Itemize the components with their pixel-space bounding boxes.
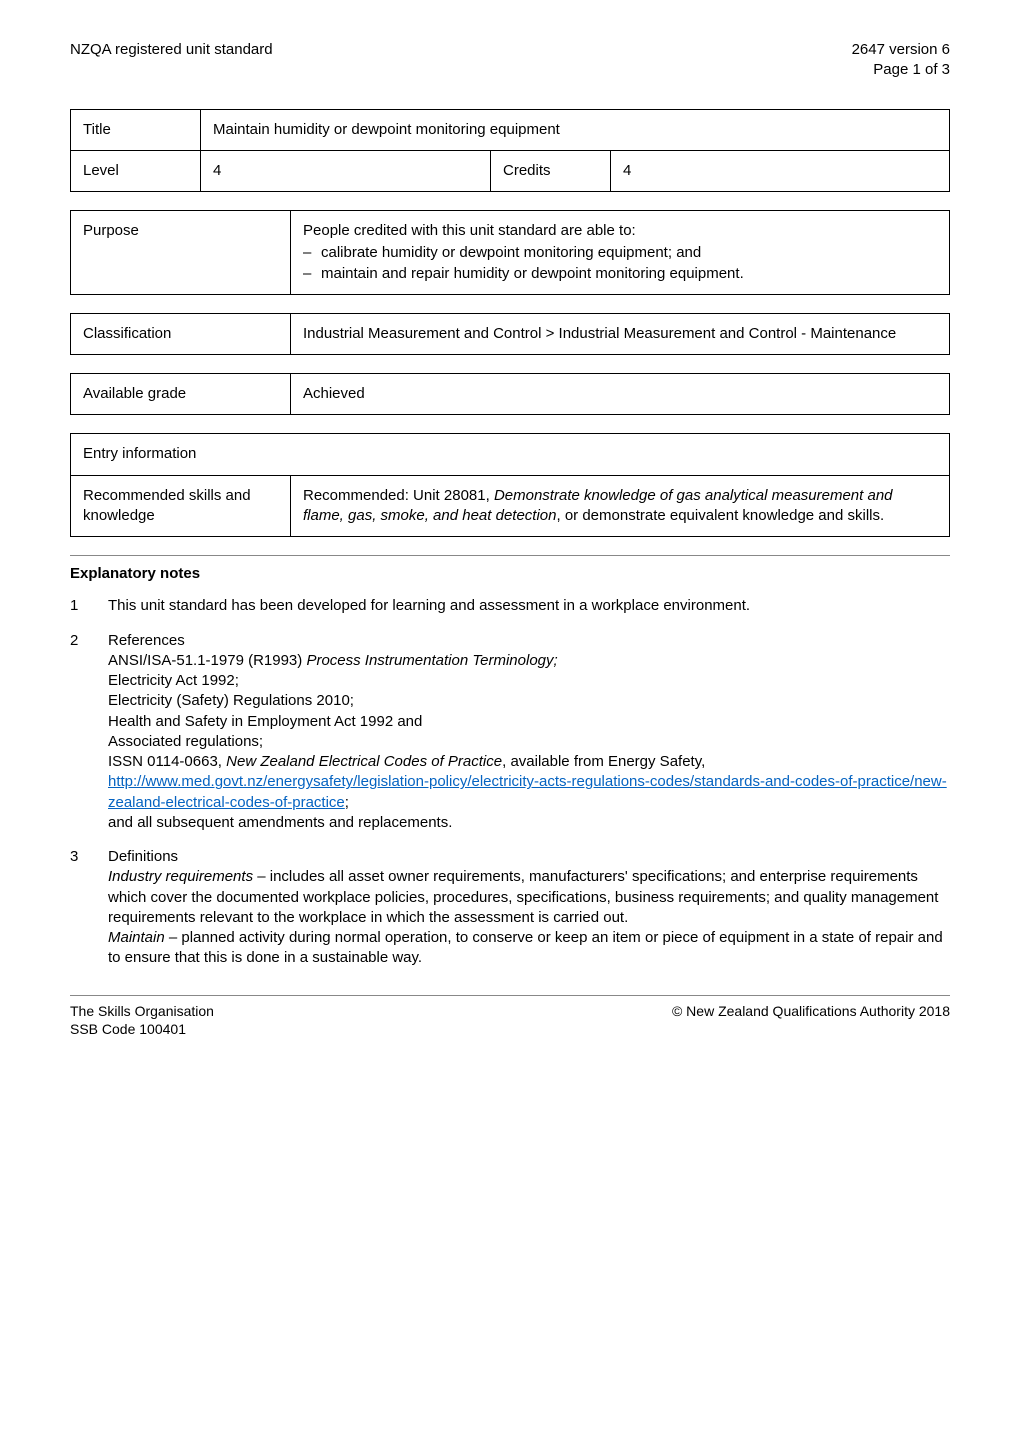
link-suffix: ; xyxy=(345,794,349,811)
note-2: References ANSI/ISA-51.1-1979 (R1993) Pr… xyxy=(70,631,950,834)
issn-post: , available from Energy Safety, xyxy=(502,753,705,770)
explanatory-heading: Explanatory notes xyxy=(70,564,950,584)
ref-line: ANSI/ISA-51.1-1979 (R1993) Process Instr… xyxy=(108,651,950,671)
note-2-title: References xyxy=(108,631,950,651)
recommended-label: Recommended skills and knowledge xyxy=(71,475,291,537)
explanatory-notes-list: This unit standard has been developed fo… xyxy=(70,596,950,968)
page-footer: The Skills Organisation SSB Code 100401 … xyxy=(70,995,950,1040)
ref-line: Associated regulations; xyxy=(108,732,950,752)
ref-tail: and all subsequent amendments and replac… xyxy=(108,813,950,833)
ref-line: Electricity (Safety) Regulations 2010; xyxy=(108,691,950,711)
title-table: Title Maintain humidity or dewpoint moni… xyxy=(70,109,950,193)
divider xyxy=(70,555,950,556)
note-3-title: Definitions xyxy=(108,847,950,867)
note-1-text: This unit standard has been developed fo… xyxy=(108,597,750,614)
issn-pre: ISSN 0114-0663, xyxy=(108,753,226,770)
credits-label: Credits xyxy=(491,150,611,191)
issn-italic: New Zealand Electrical Codes of Practice xyxy=(226,753,502,770)
definition: Maintain – planned activity during norma… xyxy=(108,928,950,969)
rec-post: , or demonstrate equivalent knowledge an… xyxy=(556,507,884,524)
footer-org: The Skills Organisation xyxy=(70,1002,214,1021)
ref-line: Health and Safety in Employment Act 1992… xyxy=(108,712,950,732)
ref-italic: Process Instrumentation Terminology; xyxy=(306,652,557,669)
classification-label: Classification xyxy=(71,313,291,354)
classification-table: Classification Industrial Measurement an… xyxy=(70,313,950,355)
note-3-body: Industry requirements – includes all ass… xyxy=(108,867,950,968)
note-1: This unit standard has been developed fo… xyxy=(70,596,950,616)
purpose-bullet: maintain and repair humidity or dewpoint… xyxy=(303,264,937,284)
def-term: Industry requirements xyxy=(108,868,253,885)
recommended-value: Recommended: Unit 28081, Demonstrate kno… xyxy=(291,475,950,537)
available-grade-label: Available grade xyxy=(71,374,291,415)
def-term: Maintain xyxy=(108,929,165,946)
credits-value: 4 xyxy=(611,150,950,191)
entry-info-header: Entry information xyxy=(71,434,950,475)
title-label: Title xyxy=(71,109,201,150)
purpose-value: People credited with this unit standard … xyxy=(291,211,950,295)
footer-left: The Skills Organisation SSB Code 100401 xyxy=(70,1002,214,1040)
footer-right: © New Zealand Qualifications Authority 2… xyxy=(672,1002,950,1040)
rec-pre: Recommended: Unit 28081, xyxy=(303,487,494,504)
available-grade-value: Achieved xyxy=(291,374,950,415)
purpose-bullet: calibrate humidity or dewpoint monitorin… xyxy=(303,243,937,263)
definition: Industry requirements – includes all ass… xyxy=(108,867,950,928)
header-right: 2647 version 6 Page 1 of 3 xyxy=(852,40,950,81)
page-header: NZQA registered unit standard 2647 versi… xyxy=(70,40,950,81)
purpose-bullets: calibrate humidity or dewpoint monitorin… xyxy=(303,243,937,284)
purpose-table: Purpose People credited with this unit s… xyxy=(70,210,950,295)
level-value: 4 xyxy=(201,150,491,191)
title-value: Maintain humidity or dewpoint monitoring… xyxy=(201,109,950,150)
note-2-body: ANSI/ISA-51.1-1979 (R1993) Process Instr… xyxy=(108,651,950,833)
classification-value: Industrial Measurement and Control > Ind… xyxy=(291,313,950,354)
ref-issn: ISSN 0114-0663, New Zealand Electrical C… xyxy=(108,752,950,813)
available-grade-table: Available grade Achieved xyxy=(70,373,950,415)
header-left: NZQA registered unit standard xyxy=(70,40,273,81)
def-body: – planned activity during normal operati… xyxy=(108,929,943,966)
purpose-intro: People credited with this unit standard … xyxy=(303,222,636,239)
ref-pre: ANSI/ISA-51.1-1979 (R1993) xyxy=(108,652,306,669)
reference-link[interactable]: http://www.med.govt.nz/energysafety/legi… xyxy=(108,773,947,810)
level-label: Level xyxy=(71,150,201,191)
header-version: 2647 version 6 xyxy=(852,40,950,60)
note-3: Definitions Industry requirements – incl… xyxy=(70,847,950,969)
footer-ssb: SSB Code 100401 xyxy=(70,1020,214,1039)
entry-info-table: Entry information Recommended skills and… xyxy=(70,433,950,537)
purpose-label: Purpose xyxy=(71,211,291,295)
ref-line: Electricity Act 1992; xyxy=(108,671,950,691)
header-page: Page 1 of 3 xyxy=(852,60,950,80)
